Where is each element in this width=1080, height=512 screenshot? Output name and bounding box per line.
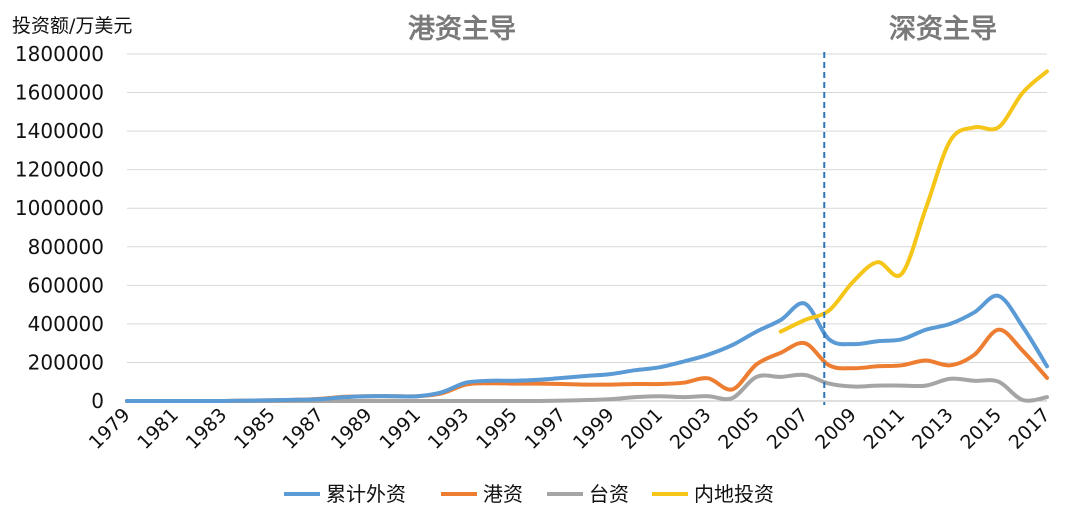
legend: 累计外资 港资 台资 内地投资 bbox=[284, 482, 774, 506]
y-tick-label: 0 bbox=[91, 389, 104, 413]
x-tick-label: 1995 bbox=[472, 404, 522, 454]
x-tick-label: 1981 bbox=[133, 404, 183, 454]
legend-label: 累计外资 bbox=[326, 482, 406, 506]
y-tick-label: 200000 bbox=[28, 350, 104, 374]
y-tick-labels: 0 200000 400000 600000 800000 1000000 1200000 1… bbox=[15, 42, 104, 413]
x-tick-label: 1999 bbox=[569, 404, 619, 454]
y-tick-label: 1000000 bbox=[15, 196, 104, 220]
x-tick-label: 1987 bbox=[278, 404, 328, 454]
y-tick-label: 1800000 bbox=[15, 42, 104, 66]
series-line-0 bbox=[125, 293, 1049, 404]
y-tick-label: 1200000 bbox=[15, 158, 104, 182]
legend-label: 港资 bbox=[483, 482, 523, 506]
x-tick-label: 1993 bbox=[424, 404, 474, 454]
x-tick-label: 2015 bbox=[956, 404, 1006, 454]
x-tick-label: 1991 bbox=[375, 404, 425, 454]
x-tick-label: 2007 bbox=[763, 404, 813, 454]
x-tick-label: 1985 bbox=[230, 404, 280, 454]
x-tick-labels: 1979198119831985198719891991199319951997… bbox=[85, 404, 1055, 454]
y-tick-label: 400000 bbox=[28, 312, 104, 336]
x-tick-label: 2001 bbox=[617, 404, 667, 454]
x-tick-label: 2011 bbox=[860, 404, 910, 454]
x-tick-label: 2017 bbox=[1005, 404, 1055, 454]
x-tick-label: 1989 bbox=[327, 404, 377, 454]
right-region-label: 深资主导 bbox=[889, 14, 997, 45]
y-tick-label: 1600000 bbox=[15, 81, 104, 105]
x-tick-label: 2009 bbox=[811, 404, 861, 454]
series-line-2 bbox=[125, 372, 1049, 404]
x-tick-label: 2005 bbox=[714, 404, 764, 454]
series-line-1 bbox=[125, 327, 1049, 404]
x-tick-label: 1983 bbox=[182, 404, 232, 454]
left-region-label: 港资主导 bbox=[408, 14, 516, 45]
y-tick-label: 1400000 bbox=[15, 119, 104, 143]
y-tick-label: 800000 bbox=[28, 235, 104, 259]
y-axis-label: 投资额/万美元 bbox=[12, 15, 132, 37]
x-tick-label: 2013 bbox=[908, 404, 958, 454]
x-tick-label: 1997 bbox=[521, 404, 571, 454]
legend-label: 内地投资 bbox=[694, 482, 774, 506]
series-lines bbox=[125, 69, 1049, 404]
legend-label: 台资 bbox=[589, 482, 629, 506]
x-tick-label: 2003 bbox=[666, 404, 716, 454]
series-line-3 bbox=[778, 69, 1049, 334]
y-tick-label: 600000 bbox=[28, 273, 104, 297]
gridlines bbox=[127, 53, 1047, 402]
